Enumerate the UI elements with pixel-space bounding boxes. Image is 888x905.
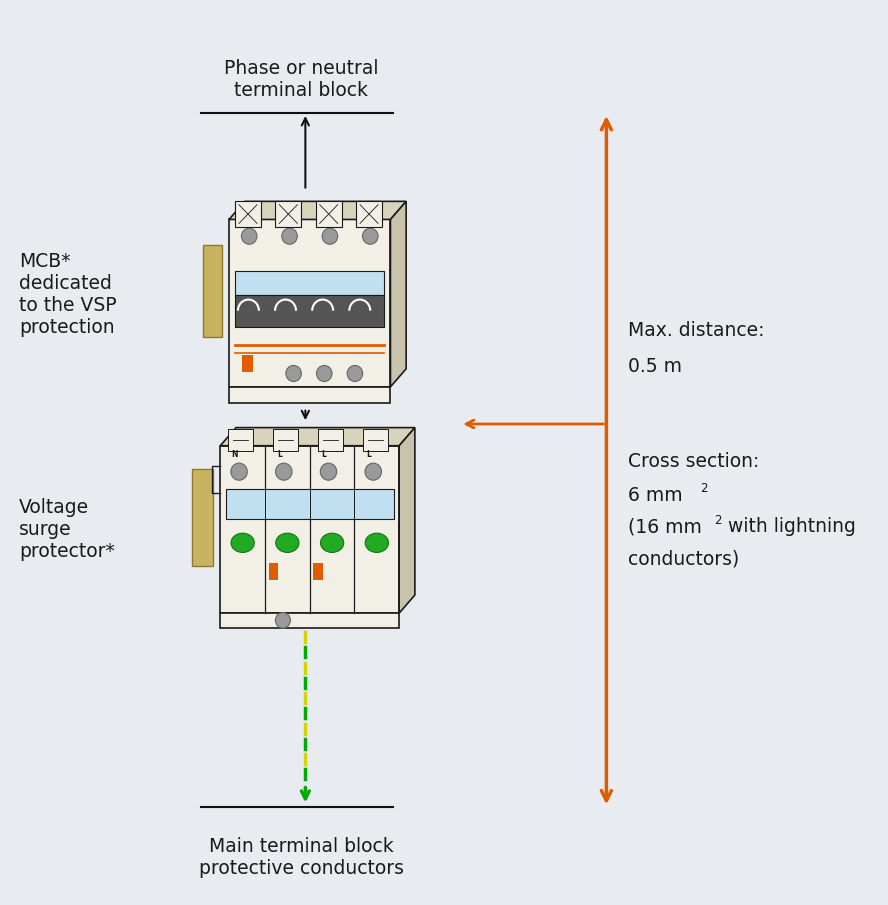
Bar — [274, 429, 298, 452]
Bar — [313, 563, 323, 580]
Ellipse shape — [365, 533, 388, 552]
Text: Main terminal block
protective conductors: Main terminal block protective conductor… — [199, 837, 403, 878]
Circle shape — [365, 463, 382, 481]
Bar — [228, 429, 253, 452]
Bar — [362, 429, 387, 452]
Circle shape — [275, 613, 290, 628]
Text: 2: 2 — [700, 482, 707, 495]
Bar — [316, 201, 342, 227]
Circle shape — [316, 366, 332, 382]
Bar — [356, 201, 382, 227]
Text: 2: 2 — [714, 514, 721, 527]
Bar — [226, 490, 393, 519]
Text: L: L — [277, 450, 281, 459]
Bar — [235, 201, 261, 227]
Ellipse shape — [276, 533, 299, 552]
Text: MCB*
dedicated
to the VSP
protection: MCB* dedicated to the VSP protection — [20, 252, 117, 337]
Text: Phase or neutral
terminal block: Phase or neutral terminal block — [224, 59, 378, 100]
Text: (16 mm: (16 mm — [628, 518, 702, 536]
Bar — [229, 219, 391, 387]
Bar — [220, 445, 400, 614]
Bar — [275, 201, 301, 227]
Text: L: L — [321, 450, 327, 459]
Text: 6 mm: 6 mm — [628, 486, 683, 504]
Circle shape — [242, 228, 257, 244]
Bar — [193, 469, 213, 567]
Bar — [229, 387, 391, 404]
Polygon shape — [400, 428, 415, 614]
Bar — [268, 563, 279, 580]
Circle shape — [231, 463, 248, 481]
Circle shape — [275, 463, 292, 481]
Polygon shape — [220, 428, 415, 446]
Text: Max. distance:: Max. distance: — [628, 321, 765, 339]
Polygon shape — [229, 201, 406, 219]
Text: with lightning: with lightning — [723, 518, 856, 536]
Ellipse shape — [231, 533, 254, 552]
Ellipse shape — [321, 533, 344, 552]
Text: 0.5 m: 0.5 m — [628, 357, 682, 376]
Circle shape — [321, 463, 337, 481]
Text: Cross section:: Cross section: — [628, 452, 759, 471]
Text: Voltage
surge
protector*: Voltage surge protector* — [20, 498, 115, 561]
Text: L: L — [367, 450, 371, 459]
Bar — [318, 429, 343, 452]
Bar — [235, 295, 384, 327]
Circle shape — [362, 228, 378, 244]
Bar — [235, 272, 384, 295]
Bar — [242, 355, 253, 372]
Circle shape — [286, 366, 301, 382]
Bar — [220, 614, 400, 628]
Text: N: N — [232, 450, 238, 459]
Bar — [202, 244, 222, 337]
Circle shape — [322, 228, 337, 244]
Circle shape — [347, 366, 362, 382]
Circle shape — [281, 228, 297, 244]
Text: conductors): conductors) — [628, 550, 740, 568]
Polygon shape — [391, 201, 406, 387]
